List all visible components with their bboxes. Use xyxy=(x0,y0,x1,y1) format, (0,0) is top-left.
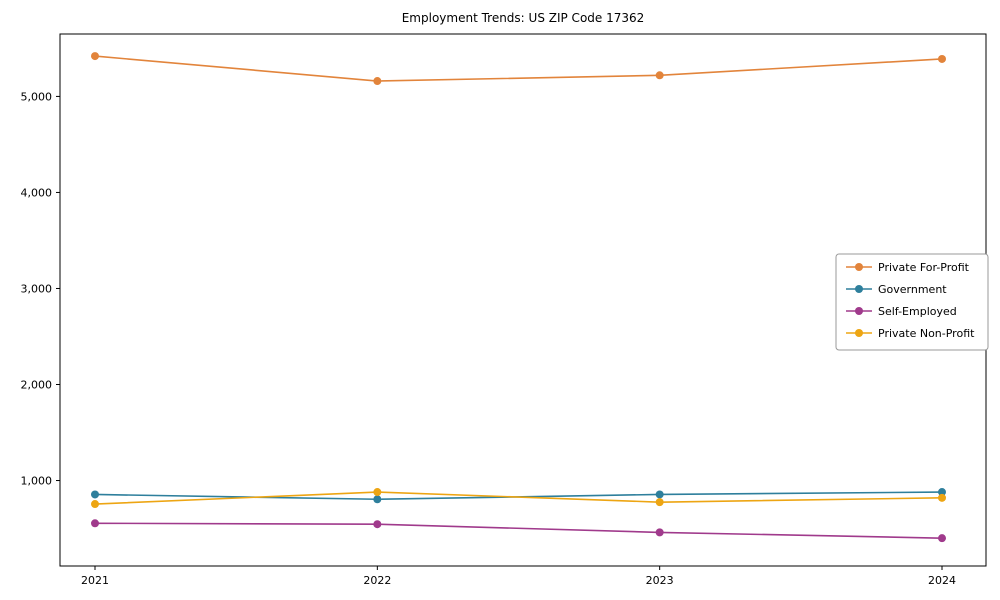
x-axis-tick-label: 2022 xyxy=(363,574,391,587)
series-marker-self-employed xyxy=(938,534,946,543)
x-axis-tick-label: 2023 xyxy=(646,574,674,587)
series-line-private-non-profit xyxy=(94,491,943,505)
y-axis-tick-label: 3,000 xyxy=(21,282,53,295)
series-marker-self-employed xyxy=(91,519,99,528)
legend-box xyxy=(835,253,989,351)
x-axis-tick-label: 2024 xyxy=(928,574,956,587)
legend-marker-private-non-profit xyxy=(855,329,863,337)
series-marker-private-non-profit xyxy=(938,493,946,502)
series-marker-private-for-profit xyxy=(938,54,946,63)
series-marker-government xyxy=(655,490,664,499)
series-marker-government xyxy=(373,495,382,504)
y-axis-tick-label: 2,000 xyxy=(21,379,53,392)
series-marker-private-non-profit xyxy=(373,488,382,497)
series-marker-government xyxy=(91,490,99,499)
series-marker-private-for-profit xyxy=(373,77,382,86)
legend-marker-private-for-profit xyxy=(855,263,863,271)
series-marker-self-employed xyxy=(655,528,664,537)
legend-label-government: Government xyxy=(878,283,947,296)
series-marker-private-for-profit xyxy=(91,52,99,61)
series-marker-private-for-profit xyxy=(655,71,664,80)
y-axis-tick-label: 1,000 xyxy=(21,475,53,488)
series-line-private-for-profit xyxy=(94,55,943,82)
y-axis-tick-label: 4,000 xyxy=(21,186,53,199)
series-marker-private-non-profit xyxy=(91,500,99,509)
chart-title: Employment Trends: US ZIP Code 17362 xyxy=(401,11,645,25)
legend-marker-government xyxy=(855,285,863,293)
legend-label-self-employed: Self-Employed xyxy=(878,305,957,318)
legend-label-private-non-profit: Private Non-Profit xyxy=(878,327,975,340)
series-line-self-employed xyxy=(94,522,943,539)
series-marker-private-non-profit xyxy=(655,498,664,507)
x-axis-tick-label: 2021 xyxy=(81,574,109,587)
series-marker-self-employed xyxy=(373,520,382,529)
series-marker-government xyxy=(938,488,946,497)
legend-label-private-for-profit: Private For-Profit xyxy=(878,261,970,274)
y-axis-tick-label: 5,000 xyxy=(21,90,53,103)
legend-marker-self-employed xyxy=(855,307,863,315)
